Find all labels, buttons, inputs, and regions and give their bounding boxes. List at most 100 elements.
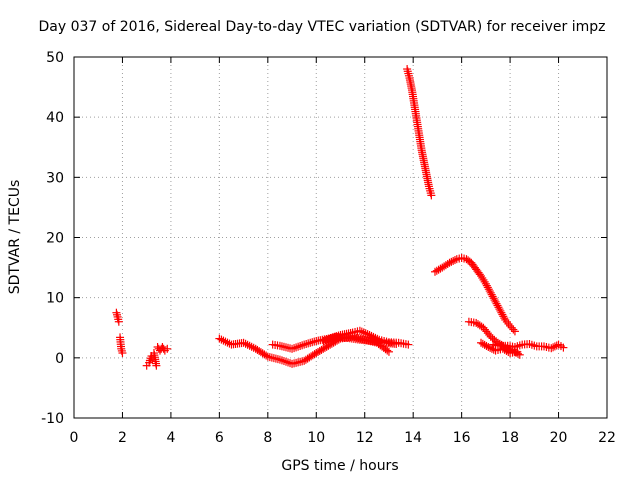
data-points [112, 65, 568, 370]
data-point [487, 290, 496, 299]
data-point [487, 344, 496, 353]
x-tick-label: 0 [70, 430, 79, 446]
series-pass-c [153, 343, 172, 355]
data-point [327, 334, 336, 343]
x-tick-label: 4 [166, 430, 175, 446]
data-point [245, 341, 254, 350]
data-point [485, 330, 494, 339]
data-point [296, 342, 305, 351]
y-axis-label: SDTVAR / TECUs [7, 180, 23, 295]
x-tick-label: 8 [263, 430, 272, 446]
data-point [361, 329, 370, 338]
data-point [392, 339, 401, 348]
data-point [493, 301, 502, 310]
data-point [298, 341, 307, 350]
data-point [492, 299, 501, 308]
x-tick-label: 20 [550, 430, 568, 446]
data-point [489, 294, 498, 303]
data-point [559, 343, 568, 352]
data-point [319, 344, 328, 353]
data-point [317, 345, 326, 354]
data-point [325, 334, 334, 343]
data-point [302, 339, 311, 348]
data-point [498, 310, 507, 319]
x-axis-label: GPS time / hours [281, 458, 398, 474]
y-tick-label: 10 [46, 291, 64, 307]
chart-title: Day 037 of 2016, Sidereal Day-to-day VTE… [39, 19, 606, 35]
data-point [355, 326, 364, 335]
data-point [262, 351, 271, 360]
x-tick-label: 2 [118, 430, 127, 446]
y-tick-label: 40 [46, 110, 64, 126]
data-point [163, 344, 172, 353]
data-point [484, 343, 493, 352]
data-point [306, 338, 315, 347]
data-point [383, 346, 392, 355]
data-point [501, 315, 510, 324]
data-point [152, 361, 161, 370]
data-point [279, 357, 288, 366]
data-point [357, 327, 366, 336]
grid [74, 57, 607, 418]
data-point [404, 340, 413, 349]
data-point [288, 344, 297, 353]
data-point [497, 308, 506, 317]
series-pass-k [489, 339, 568, 353]
data-point [118, 349, 127, 358]
data-point [482, 281, 491, 290]
data-point [304, 339, 313, 348]
data-point [243, 340, 252, 349]
series-pass-a1 [112, 308, 123, 326]
data-point [482, 341, 491, 350]
data-point [275, 355, 284, 364]
data-point [290, 344, 299, 353]
data-point [496, 306, 505, 315]
data-point [484, 285, 493, 294]
data-point [494, 303, 503, 312]
data-point [223, 338, 232, 347]
data-point [490, 296, 499, 305]
y-tick-label: 0 [55, 351, 64, 367]
data-point [450, 256, 459, 265]
series-pass-h [430, 253, 519, 336]
data-point [300, 340, 309, 349]
data-point [113, 310, 122, 319]
data-point [485, 287, 494, 296]
data-point [321, 336, 330, 345]
x-tick-label: 12 [356, 430, 374, 446]
data-point [510, 327, 519, 336]
series-pass-a2 [116, 333, 127, 358]
data-point [239, 338, 248, 347]
data-point [324, 341, 333, 350]
series-pass-b [142, 349, 161, 370]
data-point [294, 342, 303, 351]
data-point [547, 344, 556, 353]
data-point [486, 288, 495, 297]
data-point [308, 338, 317, 347]
data-point [281, 357, 290, 366]
y-tick-label: 50 [46, 50, 64, 66]
x-tick-label: 14 [404, 430, 422, 446]
data-point [322, 342, 331, 351]
data-point [247, 342, 256, 351]
data-point [117, 346, 126, 355]
data-point [312, 349, 321, 358]
x-tick-label: 16 [453, 430, 471, 446]
data-point [292, 343, 301, 352]
data-point [488, 292, 497, 301]
data-point [221, 337, 230, 346]
data-point [509, 325, 518, 334]
data-point [315, 346, 324, 355]
y-tick-label: 30 [46, 170, 64, 186]
data-point [447, 257, 456, 266]
data-point [277, 356, 286, 365]
data-point [495, 305, 504, 314]
data-point [323, 335, 332, 344]
data-point [491, 297, 500, 306]
data-point [549, 343, 558, 352]
data-point [320, 343, 329, 352]
data-point [114, 317, 123, 326]
data-point [552, 341, 561, 350]
data-point [112, 308, 121, 317]
